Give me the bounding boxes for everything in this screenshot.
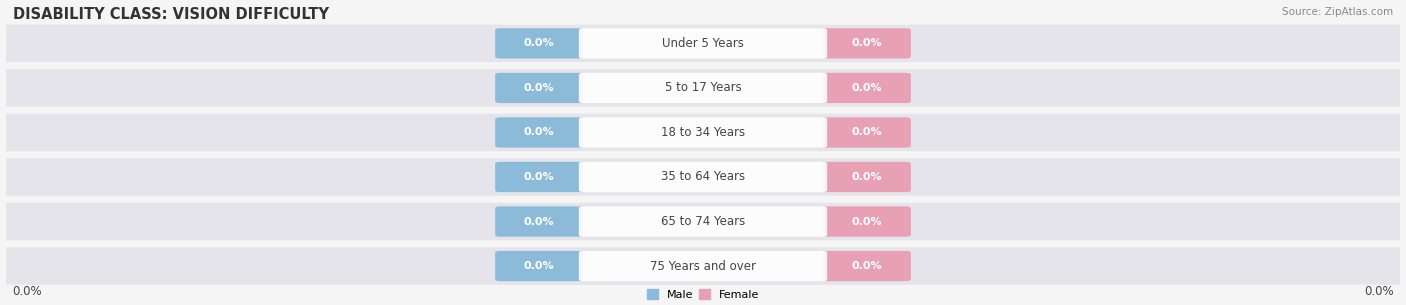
Text: 0.0%: 0.0% [524,83,554,93]
FancyBboxPatch shape [823,117,911,148]
FancyBboxPatch shape [495,251,583,281]
FancyBboxPatch shape [0,247,1406,285]
Text: 0.0%: 0.0% [524,217,554,227]
Text: 18 to 34 Years: 18 to 34 Years [661,126,745,139]
Text: Under 5 Years: Under 5 Years [662,37,744,50]
Text: DISABILITY CLASS: VISION DIFFICULTY: DISABILITY CLASS: VISION DIFFICULTY [13,7,329,22]
Text: 0.0%: 0.0% [852,83,882,93]
Text: 5 to 17 Years: 5 to 17 Years [665,81,741,95]
FancyBboxPatch shape [495,162,583,192]
FancyBboxPatch shape [823,206,911,237]
Text: 75 Years and over: 75 Years and over [650,260,756,273]
Text: Source: ZipAtlas.com: Source: ZipAtlas.com [1282,7,1393,17]
Text: 0.0%: 0.0% [524,127,554,138]
Text: 0.0%: 0.0% [852,38,882,48]
FancyBboxPatch shape [823,162,911,192]
FancyBboxPatch shape [495,28,583,59]
Text: 0.0%: 0.0% [852,217,882,227]
FancyBboxPatch shape [823,28,911,59]
FancyBboxPatch shape [0,203,1406,240]
FancyBboxPatch shape [579,117,827,148]
Text: 0.0%: 0.0% [524,172,554,182]
FancyBboxPatch shape [0,25,1406,62]
Text: 0.0%: 0.0% [13,285,42,298]
FancyBboxPatch shape [495,73,583,103]
FancyBboxPatch shape [495,117,583,148]
Legend: Male, Female: Male, Female [647,289,759,300]
FancyBboxPatch shape [0,158,1406,196]
Text: 0.0%: 0.0% [1364,285,1393,298]
FancyBboxPatch shape [579,206,827,237]
FancyBboxPatch shape [579,251,827,281]
FancyBboxPatch shape [0,69,1406,107]
Text: 65 to 74 Years: 65 to 74 Years [661,215,745,228]
FancyBboxPatch shape [579,73,827,103]
Text: 0.0%: 0.0% [524,261,554,271]
Text: 0.0%: 0.0% [852,261,882,271]
FancyBboxPatch shape [0,114,1406,151]
FancyBboxPatch shape [579,162,827,192]
Text: 0.0%: 0.0% [524,38,554,48]
Text: 35 to 64 Years: 35 to 64 Years [661,170,745,184]
FancyBboxPatch shape [823,251,911,281]
FancyBboxPatch shape [579,28,827,59]
Text: 0.0%: 0.0% [852,172,882,182]
Text: 0.0%: 0.0% [852,127,882,138]
FancyBboxPatch shape [823,73,911,103]
FancyBboxPatch shape [495,206,583,237]
